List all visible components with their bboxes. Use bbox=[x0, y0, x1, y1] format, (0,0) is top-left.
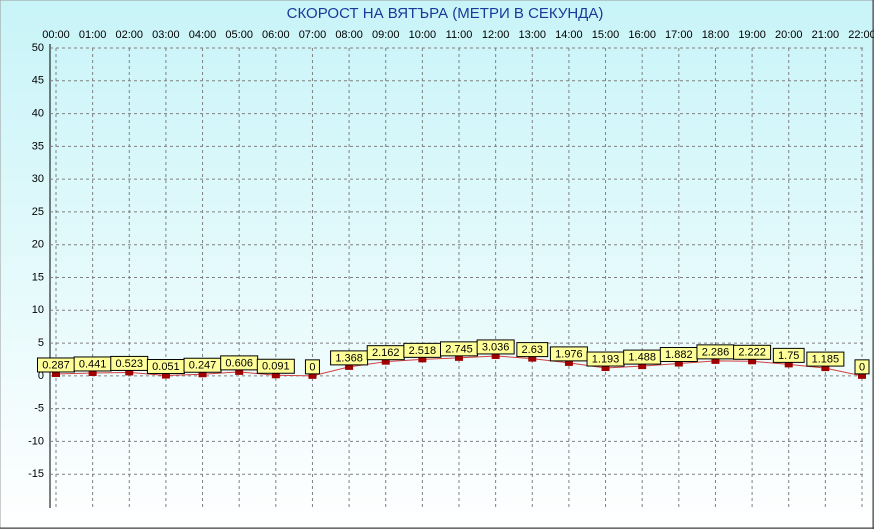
data-point bbox=[858, 373, 866, 379]
data-label: 1.368 bbox=[335, 352, 363, 364]
data-label: 2.518 bbox=[409, 345, 437, 357]
data-label-box bbox=[772, 347, 805, 363]
data-point bbox=[455, 355, 463, 361]
data-label: 2.745 bbox=[445, 343, 473, 355]
x-tick-label: 01:00 bbox=[79, 29, 107, 41]
chart-title: СКОРОСТ НА ВЯТЪРА (МЕТРИ В СЕКУНДА) bbox=[287, 5, 604, 22]
x-tick-label: 18:00 bbox=[702, 29, 730, 41]
data-label: 2.162 bbox=[372, 347, 400, 359]
data-point bbox=[161, 373, 170, 379]
data-label: 2.286 bbox=[702, 346, 730, 358]
y-tick-label: 45 bbox=[32, 75, 44, 87]
data-point bbox=[784, 362, 793, 368]
y-tick-label: -15 bbox=[28, 468, 44, 480]
x-tick-label: 08:00 bbox=[335, 29, 363, 41]
x-tick-label: 11:00 bbox=[446, 29, 473, 41]
y-tick-label: 35 bbox=[32, 140, 44, 152]
data-label: 0.247 bbox=[189, 360, 217, 372]
x-tick-label: 09:00 bbox=[372, 29, 400, 41]
y-tick-label: 0 bbox=[38, 370, 44, 382]
data-label: 1.882 bbox=[665, 349, 693, 361]
data-point bbox=[235, 369, 244, 375]
data-label: 0.091 bbox=[262, 361, 290, 373]
data-label: 1.193 bbox=[592, 353, 620, 365]
data-label-box bbox=[806, 351, 845, 367]
data-label: 0.441 bbox=[79, 358, 107, 370]
data-label: 0.051 bbox=[152, 361, 180, 373]
data-label: 1.976 bbox=[555, 348, 583, 360]
y-tick-label: 25 bbox=[32, 206, 44, 218]
data-label-box bbox=[733, 344, 772, 360]
data-label: 0.287 bbox=[42, 359, 70, 371]
y-tick-label: 10 bbox=[32, 304, 44, 316]
x-tick-label: 06:00 bbox=[262, 29, 290, 41]
data-point bbox=[418, 357, 427, 363]
x-tick-label: 14:00 bbox=[555, 29, 583, 41]
data-point bbox=[528, 356, 537, 362]
data-label: 3.036 bbox=[482, 341, 510, 353]
data-point bbox=[601, 366, 610, 372]
x-tick-label: 19:00 bbox=[738, 29, 766, 41]
data-point bbox=[381, 359, 390, 365]
y-tick-label: 20 bbox=[32, 239, 44, 251]
data-point bbox=[748, 359, 757, 365]
x-tick-label: 15:00 bbox=[592, 29, 620, 41]
y-tick-label: 50 bbox=[32, 42, 44, 54]
x-tick-label: 02:00 bbox=[116, 29, 144, 41]
data-point bbox=[821, 366, 830, 372]
data-label-box bbox=[476, 339, 515, 355]
data-point bbox=[52, 371, 60, 377]
x-tick-label: 04:00 bbox=[189, 29, 217, 41]
data-point bbox=[271, 373, 280, 379]
data-label-box bbox=[256, 358, 295, 374]
data-label: 0 bbox=[309, 361, 315, 373]
x-tick-label: 05:00 bbox=[225, 29, 253, 41]
data-label: 1.185 bbox=[812, 353, 840, 365]
data-label-box bbox=[304, 359, 320, 375]
x-tick-label: 00:00 bbox=[42, 29, 70, 41]
data-point bbox=[345, 364, 354, 370]
y-tick-label: -5 bbox=[34, 403, 44, 415]
data-point bbox=[491, 353, 500, 359]
data-label: 0 bbox=[859, 361, 865, 373]
x-tick-label: 20:00 bbox=[775, 29, 803, 41]
x-tick-label: 07:00 bbox=[299, 29, 327, 41]
data-point bbox=[638, 364, 647, 370]
x-tick-label: 03:00 bbox=[152, 29, 180, 41]
data-point bbox=[125, 370, 134, 376]
data-label: 2.222 bbox=[738, 347, 766, 359]
data-point bbox=[198, 372, 207, 378]
data-label: 0.523 bbox=[116, 358, 144, 370]
data-label: 0.606 bbox=[225, 357, 253, 369]
x-tick-label: 22:00 bbox=[848, 29, 874, 41]
y-tick-label: 40 bbox=[32, 107, 44, 119]
y-tick-label: -10 bbox=[28, 435, 44, 447]
data-label: 1.75 bbox=[778, 350, 799, 362]
data-point bbox=[88, 370, 97, 376]
data-point bbox=[308, 373, 317, 379]
x-tick-label: 17:00 bbox=[665, 29, 693, 41]
x-tick-label: 16:00 bbox=[628, 29, 656, 41]
data-point bbox=[564, 360, 573, 366]
y-tick-label: 15 bbox=[32, 271, 44, 283]
y-tick-label: 30 bbox=[32, 173, 44, 185]
data-point bbox=[711, 358, 720, 364]
x-tick-label: 10:00 bbox=[409, 29, 437, 41]
x-tick-label: 13:00 bbox=[519, 29, 547, 41]
data-label: 2.63 bbox=[522, 344, 543, 356]
x-tick-label: 21:00 bbox=[812, 29, 840, 41]
data-label: 1.488 bbox=[628, 352, 656, 364]
x-tick-label: 12:00 bbox=[482, 29, 510, 41]
data-label-box bbox=[516, 342, 549, 358]
data-label-box bbox=[854, 359, 870, 375]
data-point bbox=[674, 361, 683, 367]
y-tick-label: 5 bbox=[38, 337, 44, 349]
